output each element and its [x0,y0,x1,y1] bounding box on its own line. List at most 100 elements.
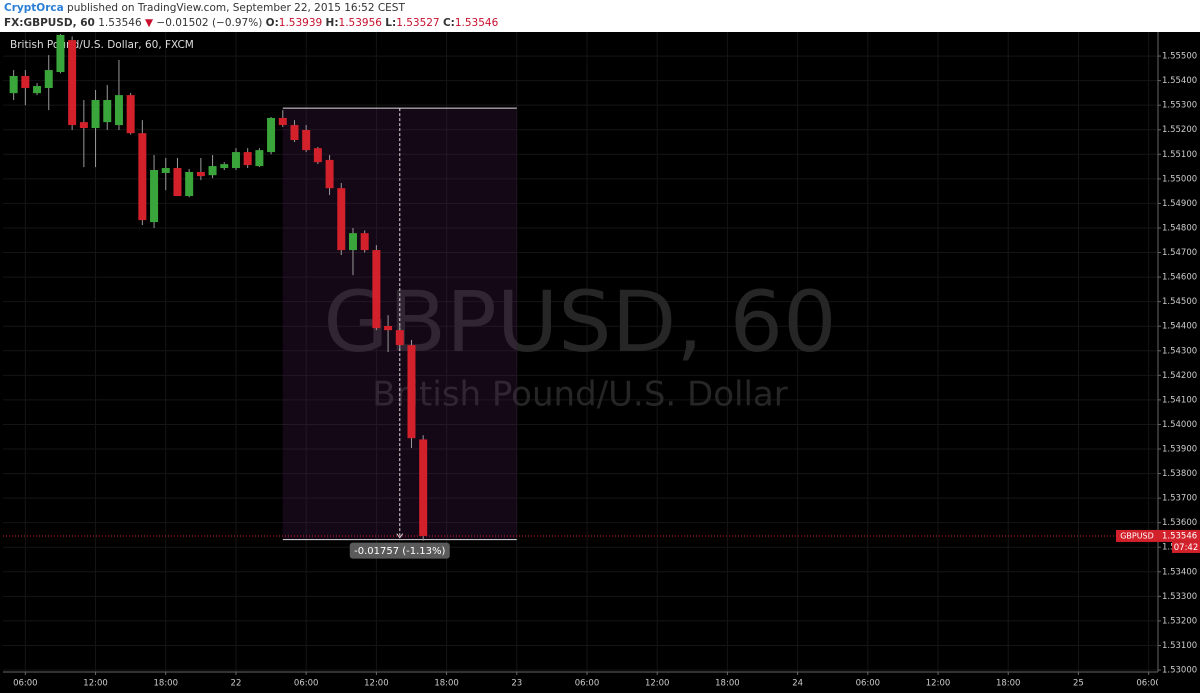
candle-body [185,171,194,197]
x-tick-label: 18:00 [715,679,740,689]
y-tick-label: 1.54800 [1162,223,1197,233]
candle-body [302,129,311,151]
price-tag-symbol: GBPUSD [1120,531,1154,540]
x-tick-label: 12:00 [645,679,670,689]
candle-body [372,250,381,329]
candle-body [348,233,357,251]
candle-body [360,233,369,251]
x-tick-label: 18:00 [154,679,179,689]
candle-body [313,148,322,163]
plot-background [0,32,1200,693]
candle-body [9,75,18,94]
change: −0.01502 (−0.97%) [156,17,263,29]
candle-body [419,439,428,536]
candle-body [384,325,393,331]
watermark-description: British Pound/U.S. Dollar [372,375,787,415]
y-tick-label: 1.55300 [1162,101,1197,111]
chart-title: British Pound/U.S. Dollar, 60, FXCM [10,39,194,51]
candle-body [337,188,346,251]
measure-label-bg [349,542,450,559]
y-tick-label: 1.55400 [1162,76,1197,86]
candle-body [267,117,276,153]
y-tick-label: 1.54600 [1162,273,1197,283]
measure-label: -0.01757 (-1.13%) [354,546,445,557]
y-tick-label: 1.53400 [1162,567,1197,577]
y-tick-label: 1.53100 [1162,641,1197,651]
y-tick-label: 1.55200 [1162,125,1197,135]
symbol-line: FX:GBPUSD, 60 1.53546 ▼ −0.01502 (−0.97%… [4,17,498,29]
candle-body [278,117,287,126]
candle-body [79,122,88,129]
price-tag-bg [1158,529,1200,542]
candle-body [56,34,65,73]
x-tick-label: 18:00 [996,679,1021,689]
x-tick-label: 06:00 [13,679,38,689]
y-tick-label: 1.54500 [1162,297,1197,307]
candle-body [161,168,170,173]
y-tick-label: 1.53800 [1162,469,1197,479]
y-tick-label: 1.55000 [1162,174,1197,184]
down-arrow: ▼ [144,17,154,29]
ohlc-value: 1.53939 [278,17,323,29]
published: published on TradingView.com, September … [67,2,405,14]
candle-body [255,150,264,167]
candle-body [150,170,159,223]
y-tick-label: 1.53900 [1162,445,1197,455]
x-tick-label: 24 [792,679,803,689]
countdown-bg [1172,541,1200,553]
candle-body [126,95,135,134]
y-tick-label: 1.54400 [1162,322,1197,332]
x-tick-label: 12:00 [926,679,951,689]
candle-body [173,168,182,197]
x-tick-label: 23 [511,679,522,689]
x-tick-label: 06:00 [294,679,319,689]
x-tick-label: 12:00 [83,679,108,689]
candle-body [395,330,404,346]
y-tick-label: 1.53000 [1162,666,1197,676]
y-tick-label: 1.54900 [1162,199,1197,209]
x-axis: 06:00 12:00 18:00 22 06:00 12:00 18:00 23 06:00 1… [13,672,1161,689]
ohlc-value: 1.53546 [454,17,499,29]
candle-body [407,345,416,439]
price-tag: 1.53546 [1162,531,1197,541]
y-tick-label: 1.53200 [1162,616,1197,626]
candle-body [290,125,299,141]
measure-arrowhead [396,533,404,539]
author[interactable]: CryptOrca [4,2,64,14]
y-tick-label: 1.53600 [1162,518,1197,528]
x-tick-label: 06:00 [575,679,600,689]
publish-line: CryptOrca published on TradingView.com, … [4,2,405,14]
candle-body [220,164,229,169]
candle-body [231,152,240,169]
countdown: 07:42 [1174,543,1199,553]
ohlc-label: C: [442,17,455,29]
candle-body [138,133,147,221]
y-tick-label: 1.53700 [1162,494,1197,504]
x-tick-label: 06:00 [1136,679,1161,689]
ohlc-value: 1.53527 [396,17,440,29]
y-tick-label: 1.54000 [1162,420,1197,430]
y-tick-label: 1.55100 [1162,150,1197,160]
x-tick-label: 12:00 [364,679,389,689]
ohlc-label: L: [385,17,397,29]
x-tick-label: 22 [231,679,242,689]
ohlc: O:1.53939 H:1.53956 L:1.53527 C:1.53546 [266,17,499,29]
ohlc-label: H: [325,17,339,29]
candle-body [44,70,53,88]
candle-body [243,152,252,166]
y-tick-label: 1.54700 [1162,248,1197,258]
x-tick-label: 25 [1073,679,1084,689]
x-tick-label: 18:00 [434,679,459,689]
y-tick-label: 1.54100 [1162,395,1197,405]
header: CryptOrca published on TradingView.com, … [0,0,1200,32]
ohlc-value: 1.53956 [338,17,382,29]
ohlc-label: O: [265,17,279,29]
candle-body [114,95,123,126]
last: 1.53546 [98,17,142,29]
candle-body [68,40,77,126]
candle-body [33,86,42,94]
y-tick-label: 1.54300 [1162,346,1197,356]
